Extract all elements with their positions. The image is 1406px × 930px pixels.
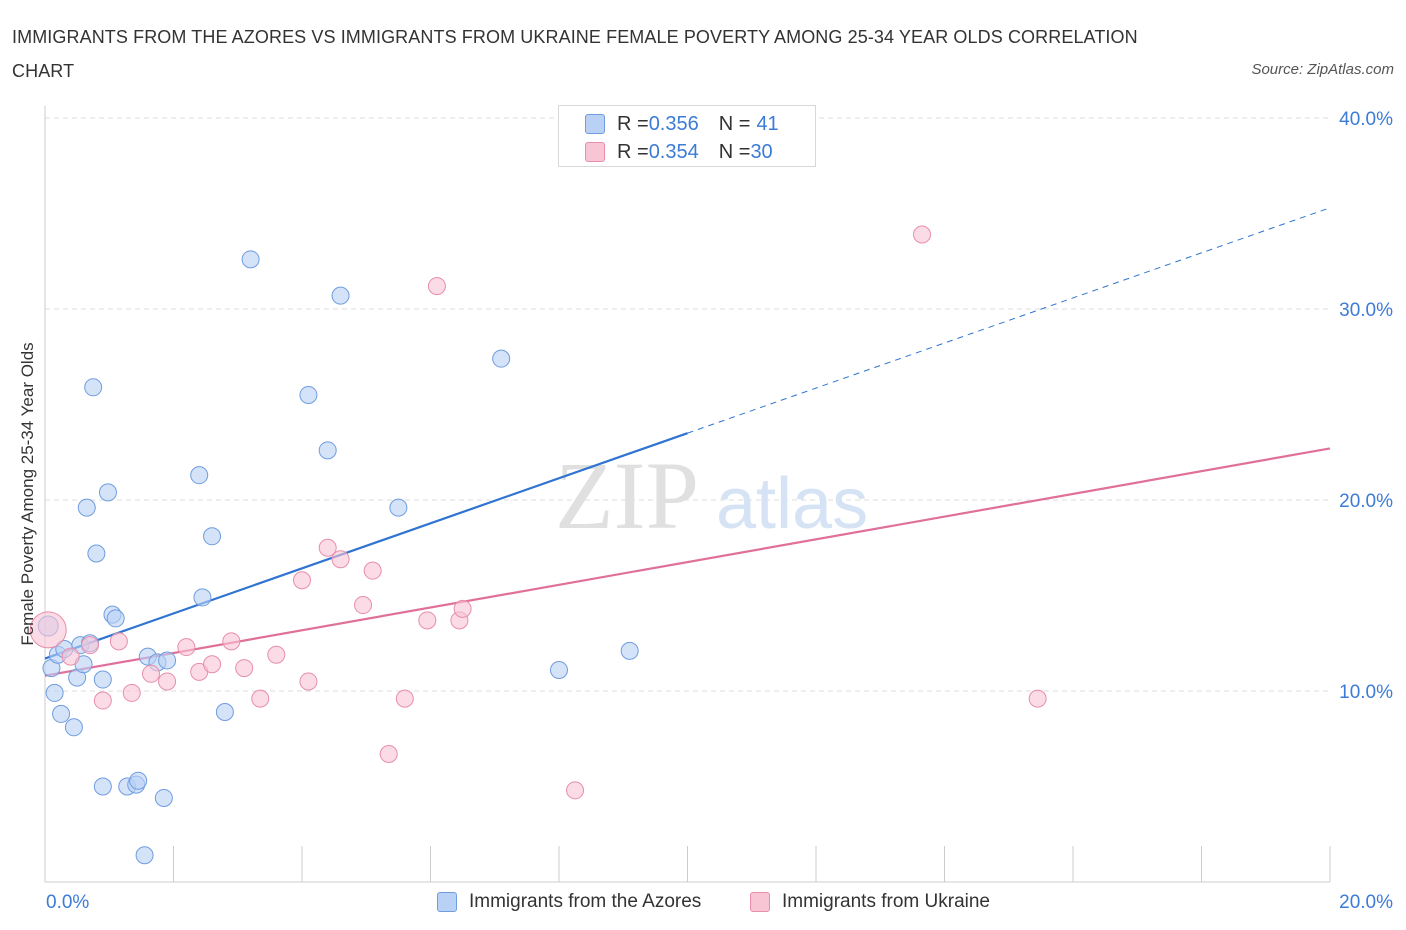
azores-n-label: N =	[718, 112, 751, 135]
legend-row-azores: R = 0.356 N = 41	[585, 111, 779, 137]
ukraine-point	[379, 745, 398, 764]
y-axis-label: Female Poverty Among 25-34 Year Olds	[18, 342, 37, 646]
legend-label-azores: Immigrants from the Azores	[469, 891, 702, 912]
azores-swatch-icon	[585, 114, 605, 134]
ukraine-swatch-icon	[585, 142, 605, 162]
y-tick-label: 10.0%	[1339, 682, 1393, 703]
azores-point	[45, 683, 64, 702]
data-points	[29, 225, 1047, 865]
watermark-zip: ZIP	[555, 442, 699, 549]
ukraine-point	[331, 550, 350, 569]
ukraine-point	[293, 571, 311, 590]
azores-point	[331, 286, 350, 305]
azores-point	[93, 670, 112, 689]
x-tick-label: 0.0%	[46, 892, 89, 913]
watermark-atlas: atlas	[716, 464, 868, 544]
ukraine-point	[418, 611, 437, 630]
azores-point	[84, 378, 103, 397]
ukraine-point	[299, 672, 318, 691]
gridlines	[45, 117, 1330, 692]
azores-point	[193, 588, 212, 607]
chart-title: IMMIGRANTS FROM THE AZORES VS IMMIGRANTS…	[12, 27, 1138, 81]
ukraine-point	[913, 225, 932, 244]
azores-point	[492, 349, 511, 368]
ukraine-point	[61, 647, 80, 666]
ukraine-legend-icon	[750, 892, 770, 912]
legend-row-ukraine: R = 0.354 N = 30	[585, 139, 773, 165]
stats-legend: R = 0.356 N = 41 R = 0.354 N = 30	[558, 105, 816, 167]
azores-point	[299, 385, 318, 404]
ukraine-point	[93, 691, 112, 710]
azores-trend-extension	[687, 207, 1331, 434]
azores-point	[190, 466, 209, 485]
ukraine-point	[29, 611, 67, 649]
azores-point	[215, 703, 234, 722]
ukraine-point	[158, 672, 177, 691]
y-tick-label: 40.0%	[1339, 109, 1393, 130]
ukraine-r-value: 0.354	[648, 140, 699, 163]
ukraine-r-label: R =	[617, 140, 649, 163]
ukraine-point	[142, 664, 161, 683]
ukraine-point	[80, 636, 99, 655]
y-tick-label: 20.0%	[1339, 491, 1393, 512]
azores-point	[389, 498, 408, 517]
ukraine-point	[235, 659, 254, 678]
trend-lines	[44, 207, 1331, 677]
azores-n-value: 41	[756, 112, 779, 135]
azores-point	[154, 788, 173, 807]
azores-point	[106, 609, 125, 628]
axes	[44, 106, 1331, 883]
ukraine-n-value: 30	[750, 140, 773, 163]
azores-point	[318, 441, 337, 460]
azores-point	[203, 527, 222, 546]
azores-legend-icon	[437, 892, 457, 912]
ukraine-point	[177, 638, 196, 657]
ukraine-point	[222, 632, 241, 651]
azores-point	[98, 483, 117, 502]
ukraine-point	[203, 655, 222, 674]
ukraine-point	[363, 561, 382, 580]
azores-point	[77, 498, 96, 517]
ukraine-point	[318, 538, 337, 557]
watermark: ZIP atlas	[555, 442, 868, 549]
azores-point	[87, 544, 106, 563]
ukraine-point	[122, 683, 141, 702]
x-tick-label: 20.0%	[1339, 892, 1393, 913]
ukraine-point	[1028, 689, 1047, 708]
legend-label-ukraine: Immigrants from Ukraine	[782, 891, 990, 912]
azores-point	[52, 704, 71, 723]
azores-point	[64, 718, 83, 737]
ukraine-point	[354, 596, 373, 615]
ukraine-point	[109, 632, 128, 651]
ukraine-point	[251, 689, 270, 708]
azores-point	[620, 641, 639, 660]
legend-item-azores: Immigrants from the Azores	[437, 888, 701, 916]
ukraine-trend-line	[44, 447, 1331, 677]
tick-labels: 10.0% 20.0% 30.0% 40.0% 0.0% 20.0%	[46, 109, 1393, 913]
ukraine-point	[566, 781, 585, 800]
azores-point	[129, 771, 148, 790]
azores-point	[241, 250, 260, 269]
y-tick-label: 30.0%	[1339, 300, 1393, 321]
legend-item-ukraine: Immigrants from Ukraine	[750, 888, 990, 916]
azores-point	[135, 846, 154, 865]
ukraine-point	[427, 277, 446, 296]
azores-r-value: 0.356	[648, 112, 699, 135]
ukraine-n-label: N =	[718, 140, 751, 163]
azores-r-label: R =	[617, 112, 649, 135]
azores-point	[158, 651, 177, 670]
source-label: Source: ZipAtlas.com	[1251, 61, 1394, 78]
ukraine-point	[453, 599, 472, 618]
azores-point	[93, 777, 112, 796]
ukraine-point	[267, 645, 286, 664]
ukraine-point	[395, 689, 414, 708]
azores-trend-line	[44, 432, 688, 660]
azores-point	[550, 660, 568, 679]
